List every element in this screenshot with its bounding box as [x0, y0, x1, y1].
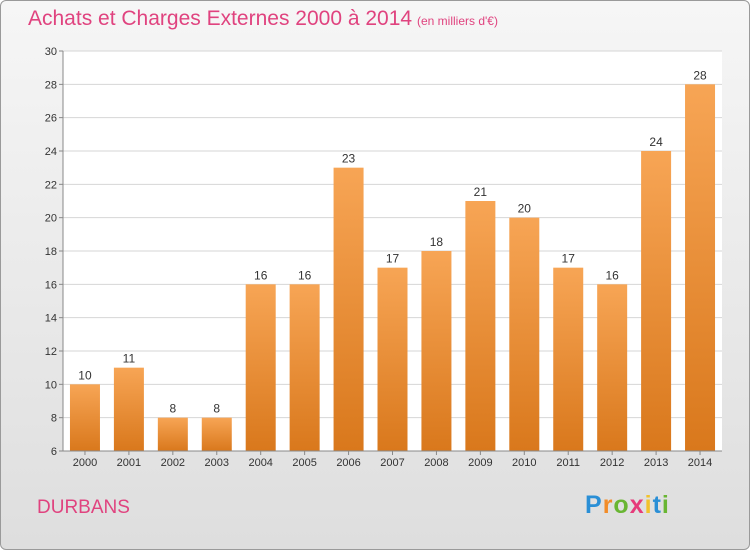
x-tick-label-2011: 2011: [556, 457, 580, 469]
data-label-2013: 24: [649, 135, 663, 149]
data-label-2006: 23: [342, 152, 356, 166]
data-label-2014: 28: [693, 68, 707, 82]
x-tick-label-2000: 2000: [73, 457, 97, 469]
bars: [69, 84, 716, 451]
y-tick-label: 30: [45, 46, 57, 58]
logo-letter: r: [602, 491, 614, 519]
chart-subtitle: (en milliers d'€): [417, 14, 498, 28]
bar-2002: [157, 417, 188, 451]
data-label-2007: 17: [386, 252, 400, 266]
logo-letter: i: [644, 491, 653, 519]
y-tick-label: 6: [51, 446, 57, 458]
x-tick-label-2001: 2001: [117, 457, 141, 469]
x-tick-label-2003: 2003: [205, 457, 229, 469]
data-label-2000: 10: [78, 368, 92, 382]
y-tick-label: 18: [45, 246, 57, 258]
data-label-2010: 20: [518, 202, 532, 216]
bar-2009: [465, 201, 496, 451]
y-tick-label: 12: [45, 346, 57, 358]
x-tick-label-2010: 2010: [512, 457, 536, 469]
data-label-2009: 21: [474, 185, 488, 199]
y-tick-label: 10: [45, 379, 57, 391]
data-label-2012: 16: [605, 268, 619, 282]
x-tick-labels: 2000 2001 2002 2003 2004 2005 2006 2007 2008 2009…: [73, 451, 712, 469]
data-label-2003: 8: [213, 402, 220, 416]
bar-2004: [245, 284, 276, 451]
x-tick-label-2005: 2005: [292, 457, 316, 469]
bar-2005: [289, 284, 320, 451]
x-tick-label-2009: 2009: [468, 457, 492, 469]
x-tick-label-2002: 2002: [161, 457, 185, 469]
bar-2001: [113, 367, 144, 451]
bar-2003: [201, 417, 232, 451]
x-tick-label-2006: 2006: [336, 457, 360, 469]
bar-2010: [509, 217, 540, 451]
x-tick-label-2014: 2014: [688, 457, 712, 469]
y-tick-label: 28: [45, 79, 57, 91]
y-tick-label: 24: [45, 146, 57, 158]
x-tick-label-2008: 2008: [424, 457, 448, 469]
bar-2012: [597, 284, 628, 451]
x-tick-label-2007: 2007: [380, 457, 404, 469]
logo-letter: t: [652, 491, 662, 519]
logo-letter: o: [613, 491, 630, 519]
logo-letter: i: [661, 491, 670, 519]
data-label-2005: 16: [298, 268, 312, 282]
proxiti-logo: Proxiti: [585, 491, 670, 520]
commune-name: DURBANS: [37, 497, 130, 518]
data-labels: 10 11 8 8 16 16 23 17 18 21 20 17 16 24 28: [78, 68, 707, 415]
bar-2013: [641, 151, 672, 451]
y-tick-label: 16: [45, 279, 57, 291]
x-tick-label-2013: 2013: [644, 457, 668, 469]
y-tick-label: 14: [45, 313, 57, 325]
bar-2014: [685, 84, 716, 451]
data-label-2001: 11: [123, 352, 136, 366]
x-tick-label-2012: 2012: [600, 457, 624, 469]
logo-letter: x: [629, 491, 645, 519]
bar-2007: [377, 267, 408, 451]
logo-letter: P: [585, 491, 603, 519]
bar-2000: [69, 384, 100, 451]
y-tick-label: 20: [45, 213, 57, 225]
bar-2008: [421, 251, 452, 451]
data-label-2002: 8: [169, 402, 176, 416]
y-tick-label: 8: [51, 413, 57, 425]
bar-2006: [333, 167, 364, 451]
data-label-2008: 18: [430, 235, 444, 249]
y-tick-label: 26: [45, 113, 57, 125]
chart-title: Achats et Charges Externes 2000 à 2014: [28, 7, 413, 30]
data-label-2011: 17: [562, 252, 576, 266]
bar-2011: [553, 267, 584, 451]
y-tick-label: 22: [45, 179, 57, 191]
x-tick-label-2004: 2004: [248, 457, 272, 469]
y-tick-labels: 6 8 10 12 14 16 18 20 22 24 26 28 30: [45, 46, 63, 458]
data-label-2004: 16: [254, 268, 268, 282]
